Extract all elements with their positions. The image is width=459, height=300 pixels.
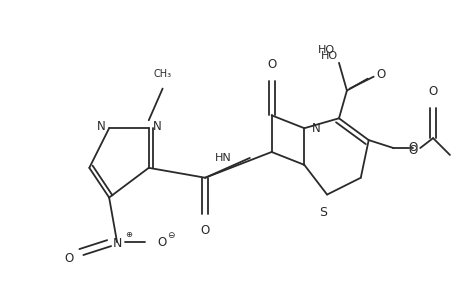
Text: HO: HO (317, 45, 334, 55)
Text: O: O (408, 143, 417, 157)
Text: O: O (200, 224, 209, 237)
Text: CH₃: CH₃ (153, 69, 171, 79)
Text: O: O (408, 140, 417, 154)
Text: S: S (319, 206, 326, 220)
Text: HN: HN (215, 153, 231, 163)
Text: ⊕: ⊕ (125, 230, 132, 239)
Text: O: O (408, 140, 417, 154)
Text: O: O (266, 58, 276, 71)
Text: O: O (157, 236, 167, 249)
Text: N: N (312, 122, 320, 135)
Text: O: O (64, 253, 73, 266)
Text: O: O (376, 68, 385, 81)
Text: O: O (427, 85, 437, 98)
Text: ⊖: ⊖ (167, 231, 174, 240)
Text: HO: HO (320, 51, 337, 61)
Text: N: N (152, 120, 161, 133)
Text: N: N (112, 237, 122, 250)
Text: N: N (96, 120, 105, 133)
